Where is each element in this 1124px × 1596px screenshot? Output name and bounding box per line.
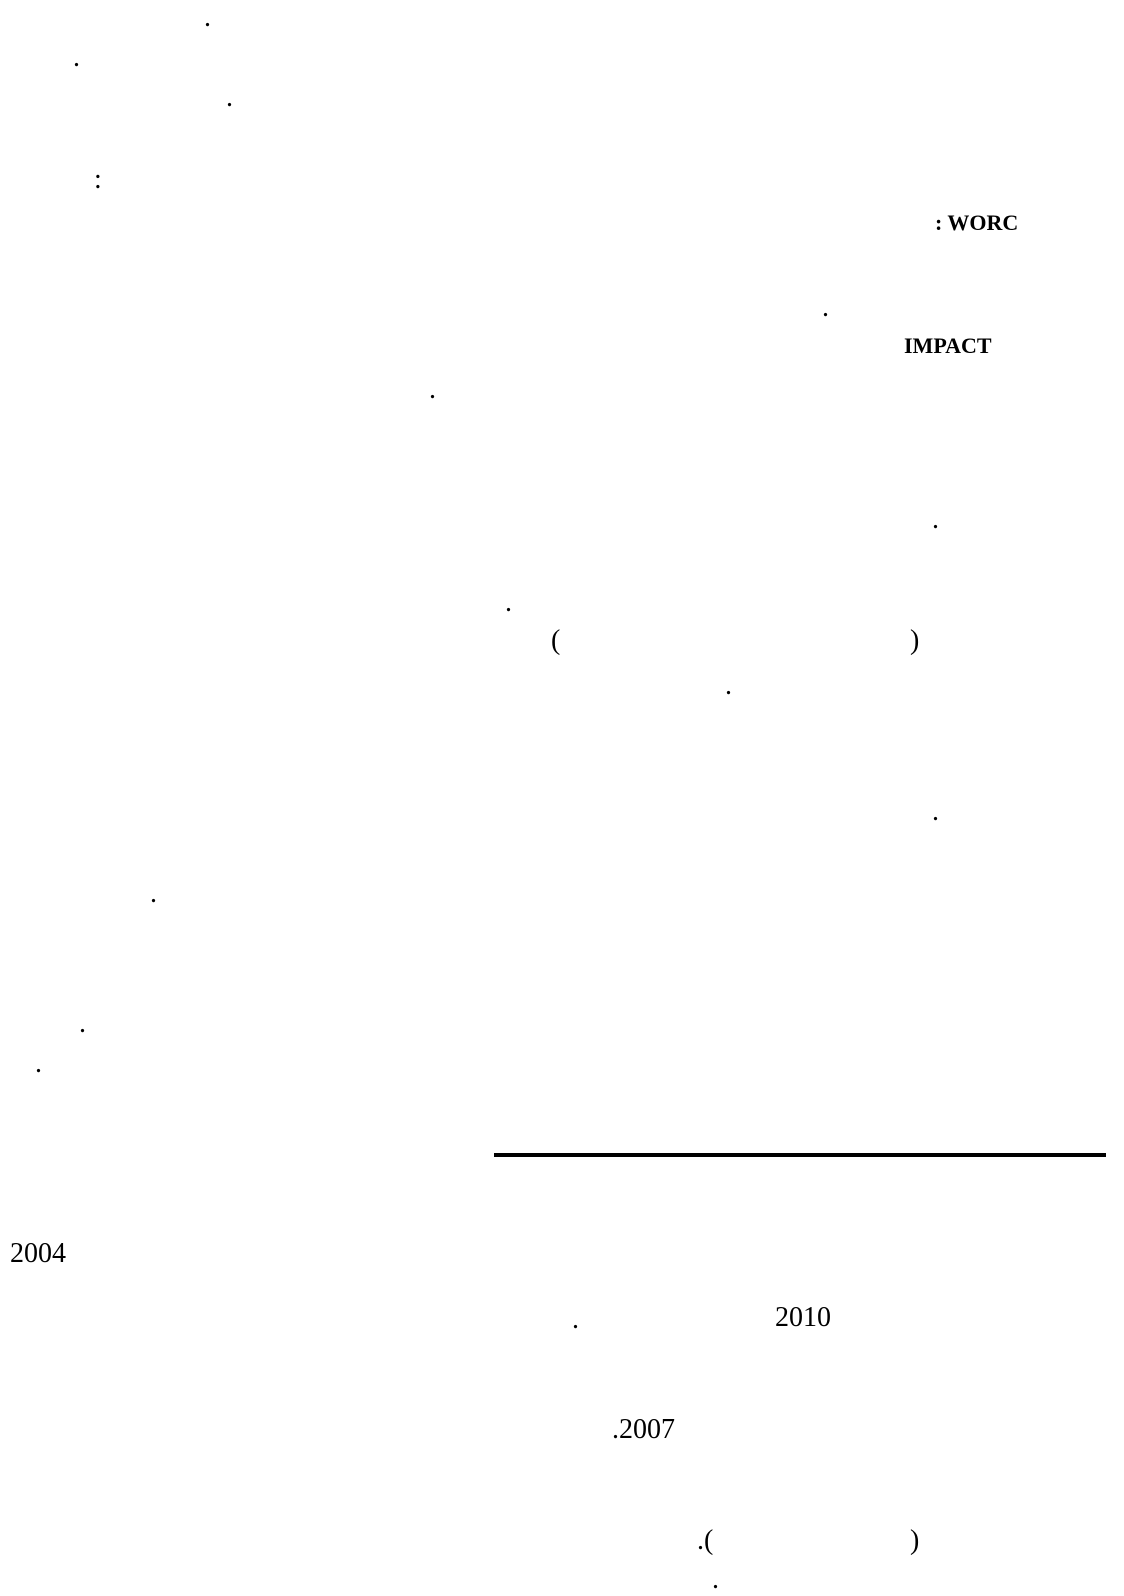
sentence-period: . xyxy=(35,1048,42,1079)
sentence-period: . xyxy=(79,1008,86,1039)
sentence-period: . xyxy=(150,878,157,909)
close-parenthesis: ) xyxy=(910,625,920,656)
sentence-period: . xyxy=(204,2,211,33)
section-heading-impact: IMPACT xyxy=(904,333,992,358)
sentence-period: . xyxy=(429,374,436,405)
close-parenthesis: ) xyxy=(910,1525,920,1556)
footnote-year: 2004 xyxy=(10,1238,66,1269)
colon-mark: : xyxy=(94,164,102,195)
close-paren-with-period: .( xyxy=(697,1525,714,1556)
sentence-period: . xyxy=(505,587,512,618)
open-parenthesis: ( xyxy=(551,625,561,656)
sentence-period: . xyxy=(725,670,732,701)
sentence-period: . xyxy=(822,292,829,323)
section-heading-worc: : WORC xyxy=(935,210,1019,235)
footnote-separator xyxy=(494,1153,1106,1157)
sentence-period: . xyxy=(73,42,80,73)
sentence-period: . xyxy=(932,796,939,827)
sentence-period: . xyxy=(932,504,939,535)
sentence-period: . xyxy=(572,1304,579,1335)
sentence-period: . xyxy=(226,82,233,113)
sentence-period: . xyxy=(712,1564,719,1595)
footnote-year: .2007 xyxy=(612,1414,675,1445)
footnote-year: 2010 xyxy=(775,1302,831,1333)
